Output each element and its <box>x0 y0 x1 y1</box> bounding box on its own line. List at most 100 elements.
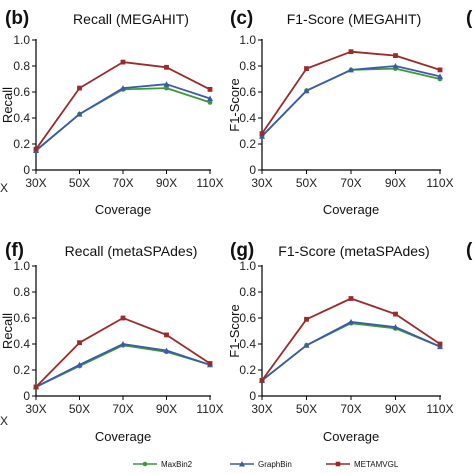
panel-g-ytick-label: 0.8 <box>239 285 256 299</box>
panel-c-label: (c) <box>230 8 253 29</box>
panel-g-series-metamvgl-point <box>304 316 309 322</box>
panel-f-series-metamvgl-point <box>33 384 39 390</box>
panel-b-series-metamvgl-point <box>120 59 126 65</box>
panel-f-series-metamvgl-point <box>207 361 213 366</box>
legend: MaxBin2 GraphBin METAMVGL <box>133 460 399 469</box>
panel-b-ylabel: Recall <box>0 87 15 123</box>
panel-f-ytick-label: 0.6 <box>13 311 30 325</box>
panel-f-ytick-label: 1.0 <box>13 259 30 273</box>
panel-b-xtick-label: 70X <box>112 176 133 190</box>
panel-f-series-graphbin-point <box>120 341 126 347</box>
panel-g-series-metamvgl-point <box>348 296 354 301</box>
panel-b-series-maxbin2-line <box>35 87 211 152</box>
panel-c-ytick-label: 0.6 <box>239 85 256 99</box>
panel-f-series-metamvgl-point <box>77 340 82 346</box>
panel-b-series-metamvgl-point <box>164 64 169 70</box>
panel-g-series-graphbin-point <box>392 324 399 330</box>
right-edge-fragment-top: ( <box>466 8 473 29</box>
panel-b: 0 0.2 0.4 0.6 0.8 1.0 30X 50X 70X 90X 110X Coverage… <box>0 8 224 217</box>
panel-c-series-metamvgl-point <box>393 53 398 58</box>
right-edge-fragment-bottom: ( <box>466 240 473 261</box>
panel-b-xtick-label: 90X <box>156 176 177 190</box>
left-edge-fragment-top: X <box>0 181 8 195</box>
panel-c-series-graphbin-point <box>437 73 443 79</box>
panel-b-series-metamvgl-point <box>207 87 213 92</box>
panel-g-series-metamvgl-line <box>261 297 441 381</box>
panel-b-series-maxbin2-point <box>207 100 213 105</box>
panel-b-xlabel: Coverage <box>95 202 151 217</box>
panel-c-series-maxbin2-line <box>261 67 441 137</box>
panel-b-ytick-label: 1.0 <box>13 33 30 47</box>
panel-f-series-graphbin-line <box>35 343 211 388</box>
panel-b-ytick-label: 0 <box>23 163 30 177</box>
legend-marker-metamvgl <box>335 461 341 467</box>
panel-c-series-graphbin-line <box>261 65 441 137</box>
left-edge-fragment-bottom: X <box>0 414 8 428</box>
panel-c-series-graphbin-point <box>348 66 354 73</box>
panel-g-ylabel: F1-Score <box>227 304 242 357</box>
panel-b-xtick-label: 30X <box>25 176 46 190</box>
panel-b-series-graphbin-point <box>207 95 213 101</box>
panel-c-series-metamvgl-point <box>304 66 309 71</box>
panel-f-series-metamvgl-point <box>120 315 126 321</box>
panel-f-xtick-label: 30X <box>25 402 46 416</box>
panel-f-title: Recall (metaSPAdes) <box>65 243 198 259</box>
panel-c-ylabel: F1-Score <box>227 78 242 131</box>
legend-item-graphbin: GraphBin <box>230 460 292 469</box>
panel-f-series-graphbin-point <box>163 347 170 353</box>
panel-b-xtick-label: 110X <box>196 176 223 190</box>
panel-f-series-graphbin-point <box>76 361 83 368</box>
legend-item-metamvgl: METAMVGL <box>326 460 399 469</box>
panel-c-xlabel: Coverage <box>323 202 379 217</box>
panel-f-ytick-label: 0.8 <box>13 285 30 299</box>
panel-f: 0 0.2 0.4 0.6 0.8 1.0 30X 50X 70X 90X 110X Coverage… <box>0 240 224 444</box>
panel-g-label: (g) <box>230 240 254 261</box>
panel-g-xtick-label: 70X <box>340 402 361 416</box>
panel-b-ytick-label: 0.2 <box>13 137 30 151</box>
panel-f-ylabel: Recall <box>0 313 15 349</box>
panel-g-xtick-label: 110X <box>426 402 453 416</box>
panel-b-title: Recall (MEGAHIT) <box>73 11 189 27</box>
panel-b-ytick-label: 0.4 <box>13 111 30 125</box>
panel-b-series-graphbin-point <box>163 81 170 87</box>
legend-label-maxbin2: MaxBin2 <box>161 460 193 469</box>
panel-c-ytick-label: 0 <box>249 163 256 177</box>
panel-g-ytick-label: 0 <box>249 389 256 403</box>
panel-c-ytick-label: 0.4 <box>239 111 256 125</box>
panel-g-series-graphbin-line <box>261 320 441 382</box>
panel-g-series-maxbin2-line <box>261 322 441 382</box>
panel-f-series-metamvgl-line <box>35 317 211 388</box>
panel-g-xtick-label: 90X <box>385 402 406 416</box>
panel-b-xtick-label: 50X <box>69 176 90 190</box>
panel-g-ytick-label: 0.4 <box>239 337 256 351</box>
panel-c-series-metamvgl-point <box>437 67 443 73</box>
legend-label-metamvgl: METAMVGL <box>354 460 399 469</box>
panel-c-series-graphbin-point <box>303 87 310 94</box>
legend-marker-maxbin2 <box>142 461 148 467</box>
panel-b-series-metamvgl-point <box>77 85 82 91</box>
panel-g-xlabel: Coverage <box>323 429 379 444</box>
panel-f-series-maxbin2-line <box>35 344 211 388</box>
panel-c-series-graphbin-point <box>392 63 399 69</box>
panel-f-label: (f) <box>5 240 24 261</box>
panel-b-series-graphbin-point <box>120 85 126 91</box>
panel-c: 0 0.2 0.4 0.6 0.8 1.0 30X 50X 70X 90X 110X Coverage… <box>227 8 454 217</box>
panel-f-series-metamvgl-point <box>164 332 169 338</box>
panel-b-series-metamvgl-point <box>33 146 39 152</box>
panel-c-title: F1-Score (MEGAHIT) <box>287 11 422 27</box>
panel-g-ytick-label: 0.2 <box>239 363 256 377</box>
panel-f-ytick-label: 0.2 <box>13 363 30 377</box>
panel-f-xlabel: Coverage <box>95 429 151 444</box>
panel-f-ytick-label: 0 <box>23 389 30 403</box>
legend-label-graphbin: GraphBin <box>258 460 292 469</box>
panel-g-ytick-label: 0.6 <box>239 311 256 325</box>
panel-g-xtick-label: 50X <box>296 402 317 416</box>
chart-panels: 0 0.2 0.4 0.6 0.8 1.0 30X 50X 70X 90X 110X Coverage… <box>0 8 454 444</box>
panel-c-xtick-label: 90X <box>385 176 406 190</box>
legend-marker-graphbin <box>239 461 245 467</box>
panel-b-series-metamvgl-line <box>35 61 211 150</box>
panel-b-series-maxbin2-point <box>164 85 169 91</box>
panel-f-xtick-label: 110X <box>196 402 223 416</box>
panel-g-ytick-label: 1.0 <box>239 259 256 273</box>
